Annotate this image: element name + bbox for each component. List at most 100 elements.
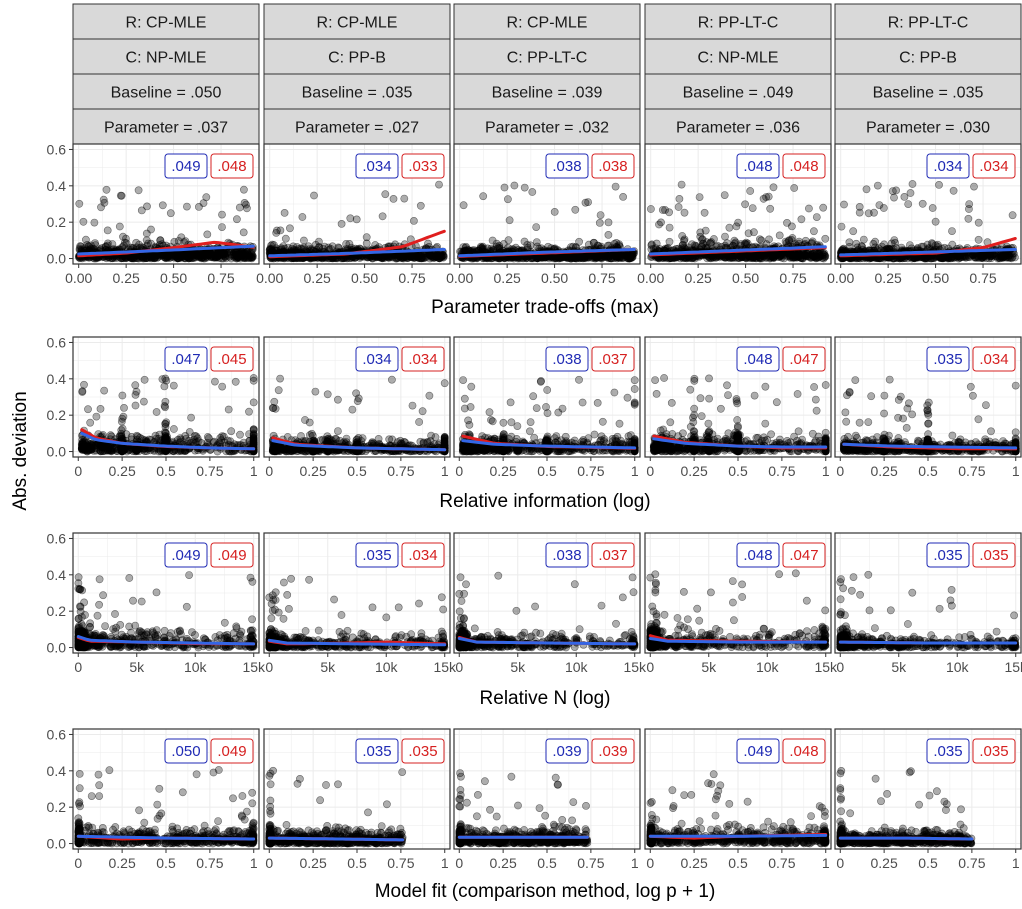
- data-point: [224, 405, 233, 414]
- data-point: [139, 397, 148, 406]
- data-point: [160, 428, 169, 437]
- data-point: [248, 253, 257, 261]
- data-point: [96, 447, 105, 455]
- facet-strip-baseline: [453, 73, 641, 110]
- data-point: [281, 234, 290, 243]
- data-point: [890, 193, 898, 202]
- data-point: [757, 236, 766, 245]
- data-point: [970, 182, 978, 191]
- data-point: [520, 183, 529, 192]
- data-point: [314, 237, 323, 246]
- x-tick-label: 0.00: [256, 270, 283, 286]
- data-point: [710, 235, 718, 243]
- x-tick-label: 0.25: [109, 463, 136, 479]
- data-point: [555, 254, 564, 262]
- facet-strip-c: [72, 38, 260, 75]
- data-point: [595, 218, 604, 227]
- data-point: [1008, 211, 1017, 220]
- x-tick-label: 0.25: [113, 270, 140, 286]
- data-point: [431, 433, 440, 442]
- data-point: [387, 375, 396, 384]
- data-point: [812, 213, 821, 221]
- data-point: [272, 226, 281, 235]
- data-point: [948, 227, 956, 235]
- data-point: [800, 251, 808, 260]
- data-point: [674, 203, 683, 211]
- data-point: [134, 186, 143, 195]
- data-point: [218, 382, 227, 391]
- data-point: [395, 252, 404, 261]
- facet-strip-parameter: [834, 108, 1022, 145]
- data-point: [96, 404, 105, 413]
- data-point: [323, 390, 332, 399]
- data-point: [698, 235, 707, 244]
- data-point: [202, 193, 211, 202]
- x-tick-label: 0.75: [196, 463, 223, 479]
- facet-strip-label-parameter: Parameter = .027: [295, 120, 419, 137]
- data-point: [170, 237, 179, 246]
- data-point: [80, 380, 88, 389]
- data-point: [245, 407, 253, 416]
- data-point: [408, 401, 417, 410]
- data-point: [731, 238, 740, 247]
- data-point: [725, 223, 734, 232]
- data-point: [812, 253, 821, 262]
- facet-strip-label-c: C: NP-MLE: [126, 50, 207, 67]
- data-point: [675, 194, 684, 203]
- blue-value-label: .038: [552, 158, 581, 175]
- data-point: [218, 210, 226, 219]
- data-point: [978, 253, 987, 262]
- data-point: [169, 425, 178, 433]
- facet-strip-parameter: [453, 108, 641, 145]
- data-point: [810, 227, 818, 236]
- data-point: [721, 232, 729, 241]
- blue-value-label: .034: [933, 158, 962, 175]
- facet-strip-r: [72, 3, 260, 40]
- data-point: [333, 427, 342, 435]
- data-point: [935, 180, 943, 189]
- x-tick-label: 0.50: [732, 270, 759, 286]
- data-point: [86, 418, 95, 427]
- data-point: [210, 377, 219, 386]
- facet-strip-baseline: [72, 73, 260, 110]
- data-point: [919, 242, 928, 251]
- data-point: [104, 239, 112, 248]
- data-point: [821, 234, 830, 243]
- data-point: [142, 229, 151, 238]
- x-tick-label: 0.75: [398, 270, 425, 286]
- data-point: [859, 235, 868, 244]
- facet-strip-label-baseline: Baseline = .035: [302, 85, 413, 102]
- data-point: [734, 218, 742, 227]
- data-point: [511, 243, 520, 252]
- x-tick-label: 0.25: [494, 270, 521, 286]
- data-point: [695, 193, 704, 201]
- red-value-label: .034: [979, 158, 1008, 175]
- data-point: [434, 251, 442, 260]
- data-point: [931, 217, 940, 226]
- data-point: [575, 237, 583, 246]
- data-point: [100, 386, 109, 395]
- data-point: [965, 200, 974, 208]
- facet-strip-label-baseline: Baseline = .035: [873, 85, 984, 102]
- data-point: [298, 213, 307, 221]
- data-point: [584, 198, 592, 206]
- data-point: [797, 215, 806, 224]
- data-point: [231, 377, 240, 386]
- data-point: [862, 185, 871, 194]
- data-point: [162, 376, 171, 385]
- data-point: [115, 222, 124, 231]
- data-point: [855, 202, 864, 211]
- data-point: [505, 216, 514, 225]
- data-point: [152, 408, 161, 416]
- facet-strip-c: [263, 38, 451, 75]
- data-point: [389, 194, 398, 203]
- data-point: [115, 432, 124, 441]
- data-point: [720, 191, 729, 199]
- data-point: [218, 223, 226, 231]
- data-point: [400, 194, 409, 203]
- data-point: [239, 228, 248, 237]
